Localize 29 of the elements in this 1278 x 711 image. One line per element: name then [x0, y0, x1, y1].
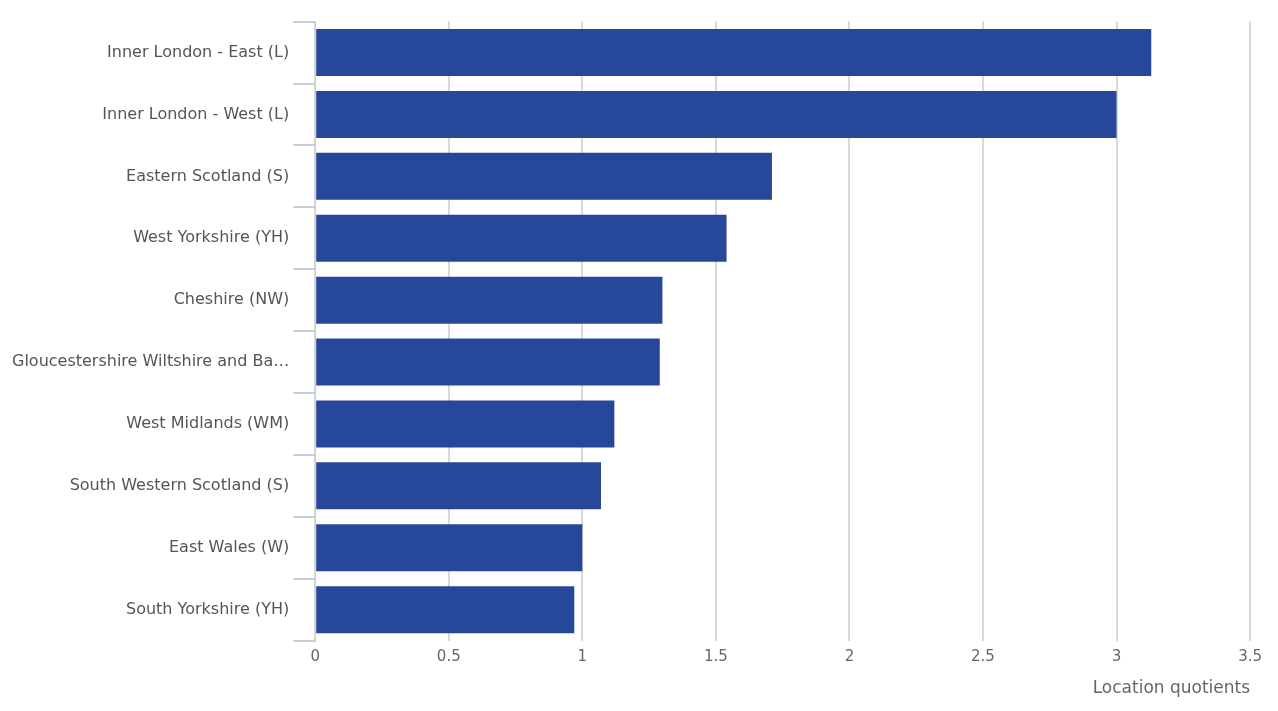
y-tick-label: West Yorkshire (YH)	[133, 227, 290, 247]
y-tick-label: Inner London - East (L)	[107, 41, 290, 61]
x-tick-label: 1	[577, 647, 588, 666]
bar	[316, 400, 615, 448]
bar	[316, 524, 583, 572]
y-tick-label: Cheshire (NW)	[173, 289, 290, 309]
y-tick-label: Inner London - West (L)	[102, 103, 290, 123]
x-tick-label: 0	[310, 647, 320, 666]
x-axis-title: Location quotients	[1092, 677, 1251, 698]
y-tick-label: South Yorkshire (YH)	[125, 598, 290, 618]
bar	[316, 462, 602, 510]
x-tick-label: 1.5	[703, 647, 728, 666]
y-tick-label: West Midlands (WM)	[126, 413, 290, 433]
x-tick-label: 2	[844, 647, 855, 666]
y-tick-label: Gloucestershire Wiltshire and Ba…	[12, 351, 290, 371]
bar	[316, 338, 660, 386]
y-tick-label: Eastern Scotland (S)	[126, 165, 290, 185]
bar	[316, 152, 772, 200]
bar	[316, 29, 1152, 77]
x-tick-label: 3	[1111, 647, 1122, 666]
x-tick-label: 3.5	[1238, 647, 1262, 666]
x-tick-label: 0.5	[436, 647, 461, 666]
x-tick-label: 2.5	[971, 647, 995, 666]
y-tick-label: South Western Scotland (S)	[69, 475, 290, 495]
bar	[316, 586, 575, 634]
bar	[316, 90, 1117, 138]
y-tick-label: East Wales (W)	[168, 536, 290, 556]
bar	[316, 214, 727, 262]
bar	[316, 276, 663, 324]
